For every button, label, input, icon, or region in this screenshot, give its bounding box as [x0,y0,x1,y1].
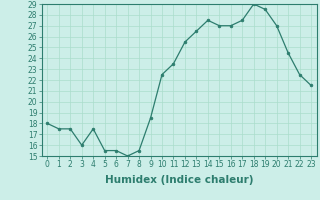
X-axis label: Humidex (Indice chaleur): Humidex (Indice chaleur) [105,175,253,185]
